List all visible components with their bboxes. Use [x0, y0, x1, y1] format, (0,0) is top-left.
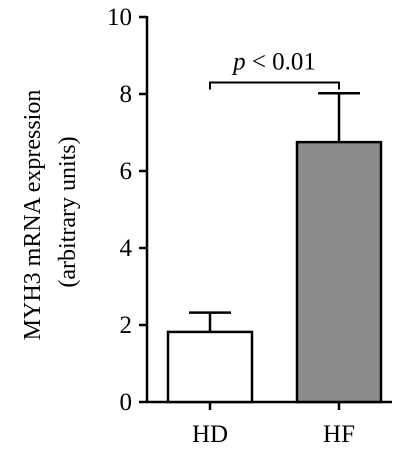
x-category-label: HD: [192, 421, 228, 448]
y-axis-title: MYH3 mRNA expression (arbitrary units): [20, 84, 81, 341]
y-tick-label: 6: [120, 158, 133, 185]
bars: [166, 140, 383, 404]
y-tick-label: 2: [120, 312, 133, 339]
y-tick-label: 8: [120, 81, 133, 108]
y-tick-label: 10: [107, 4, 132, 31]
y-axis-title-line-2: (arbitrary units): [55, 136, 81, 287]
y-tick-label: 0: [120, 389, 133, 416]
p-symbol: p: [231, 48, 246, 75]
significance-annotation: p < 0.01: [209, 48, 340, 90]
y-axis: 0 2 4 6 8 10: [107, 4, 149, 416]
y-axis-title-line-1: MYH3 mRNA expression: [20, 90, 46, 341]
error-bars: [189, 91, 360, 332]
significance-label: p < 0.01: [231, 48, 316, 75]
bar-hf: [295, 140, 383, 404]
x-category-label: HF: [323, 421, 355, 448]
y-tick-label: 4: [120, 235, 133, 262]
x-axis: HD HF: [147, 400, 392, 448]
y-ticks: 0 2 4 6 8 10: [107, 4, 147, 416]
significance-bracket: [209, 81, 340, 90]
p-threshold: < 0.01: [246, 48, 316, 75]
bar-hd: [166, 330, 254, 404]
x-labels: HD HF: [192, 402, 355, 448]
